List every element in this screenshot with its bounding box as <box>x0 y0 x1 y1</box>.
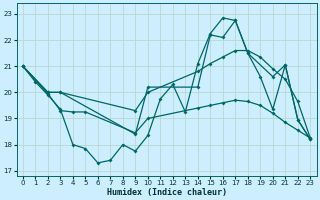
X-axis label: Humidex (Indice chaleur): Humidex (Indice chaleur) <box>107 188 227 197</box>
